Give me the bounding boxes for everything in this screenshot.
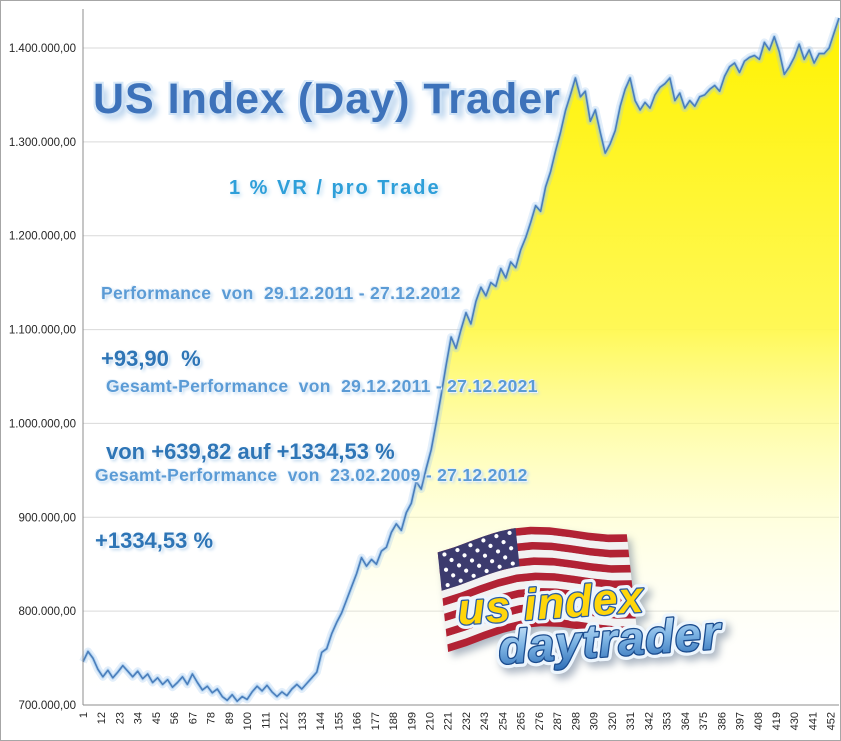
annotation-heading: Performance von 29.12.2011 - 27.12.2012 xyxy=(101,283,461,303)
chart-title: US Index (Day) Trader xyxy=(93,75,561,123)
area-fill xyxy=(83,18,839,705)
annotation-gesamt-performance-2: Gesamt-Performance von 23.02.2009 - 27.1… xyxy=(95,429,528,590)
daytrader-logo: us index us index daytrader daytrader xyxy=(437,526,729,675)
svg-text:342: 342 xyxy=(643,712,655,730)
logo-usindex-text: us index xyxy=(456,573,646,635)
svg-text:1: 1 xyxy=(78,712,90,718)
chart-subtitle: 1 % VR / pro Trade xyxy=(229,177,441,199)
svg-text:1.100.000,00: 1.100.000,00 xyxy=(9,325,76,337)
svg-text:397: 397 xyxy=(735,712,747,730)
svg-text:89: 89 xyxy=(224,712,236,724)
svg-text:320: 320 xyxy=(607,712,619,730)
flag-canton xyxy=(437,527,520,591)
annotation-gesamt-performance-1: Gesamt-Performance von 29.12.2011 - 27.1… xyxy=(106,340,538,501)
us-flag-icon xyxy=(437,526,638,652)
svg-text:353: 353 xyxy=(662,712,674,730)
logo-text: us index us index daytrader daytrader xyxy=(451,568,729,675)
equity-line xyxy=(82,17,840,702)
svg-text:45: 45 xyxy=(151,712,163,724)
svg-text:12: 12 xyxy=(96,712,108,724)
svg-text:298: 298 xyxy=(570,712,582,730)
svg-text:800.000,00: 800.000,00 xyxy=(18,606,76,618)
svg-text:188: 188 xyxy=(388,712,400,730)
svg-text:56: 56 xyxy=(169,712,181,724)
annotation-value: von +639,82 auf +1334,53 % xyxy=(106,439,395,464)
svg-text:23: 23 xyxy=(115,712,127,724)
svg-text:331: 331 xyxy=(625,712,637,730)
svg-text:177: 177 xyxy=(370,712,382,730)
flag-stars xyxy=(442,530,515,588)
svg-text:386: 386 xyxy=(716,712,728,730)
svg-text:254: 254 xyxy=(497,712,509,730)
svg-text:78: 78 xyxy=(206,712,218,724)
annotation-heading: Gesamt-Performance von 29.12.2011 - 27.1… xyxy=(106,376,538,396)
svg-text:111: 111 xyxy=(260,712,272,729)
svg-text:364: 364 xyxy=(680,712,692,730)
svg-text:408: 408 xyxy=(753,712,765,730)
svg-text:452: 452 xyxy=(826,712,838,730)
svg-text:243: 243 xyxy=(479,712,491,730)
annotation-value: +93,90 % xyxy=(101,346,201,371)
svg-text:210: 210 xyxy=(425,712,437,730)
svg-text:100: 100 xyxy=(242,712,254,730)
svg-text:375: 375 xyxy=(698,712,710,730)
svg-text:133: 133 xyxy=(297,712,309,730)
svg-text:221: 221 xyxy=(443,712,455,730)
svg-text:1.200.000,00: 1.200.000,00 xyxy=(9,231,76,243)
svg-text:232: 232 xyxy=(461,712,473,730)
svg-text:1.000.000,00: 1.000.000,00 xyxy=(9,418,76,430)
svg-text:419: 419 xyxy=(771,712,783,730)
svg-text:199: 199 xyxy=(406,712,418,730)
svg-text:309: 309 xyxy=(589,712,601,730)
svg-text:144: 144 xyxy=(315,712,327,730)
x-axis-labels: 1 12 23 34 45 56 67 78 89 100 111 122 133 144 155 166 17… xyxy=(78,712,838,730)
svg-text:276: 276 xyxy=(534,712,546,730)
svg-text:265: 265 xyxy=(516,712,528,730)
svg-text:155: 155 xyxy=(333,712,345,730)
svg-text:1.300.000,00: 1.300.000,00 xyxy=(9,137,76,149)
annotation-value: +1334,53 % xyxy=(95,528,214,553)
svg-text:67: 67 xyxy=(187,712,199,724)
svg-text:287: 287 xyxy=(552,712,564,730)
svg-text:34: 34 xyxy=(133,712,145,724)
annotation-performance-2012: Performance von 29.12.2011 - 27.12.2012 … xyxy=(101,247,461,408)
svg-text:430: 430 xyxy=(789,712,801,730)
annotation-heading: Gesamt-Performance von 23.02.2009 - 27.1… xyxy=(95,465,528,485)
flag-stripes xyxy=(437,526,638,652)
svg-text:166: 166 xyxy=(352,712,364,730)
svg-text:441: 441 xyxy=(808,712,820,730)
svg-text:700.000,00: 700.000,00 xyxy=(18,700,76,712)
svg-text:122: 122 xyxy=(279,712,291,730)
y-axis-labels: 700.000,00 800.000,00 900.000,00 1.000.000,… xyxy=(9,43,76,712)
svg-text:1.400.000,00: 1.400.000,00 xyxy=(9,43,76,55)
svg-text:900.000,00: 900.000,00 xyxy=(18,512,76,524)
